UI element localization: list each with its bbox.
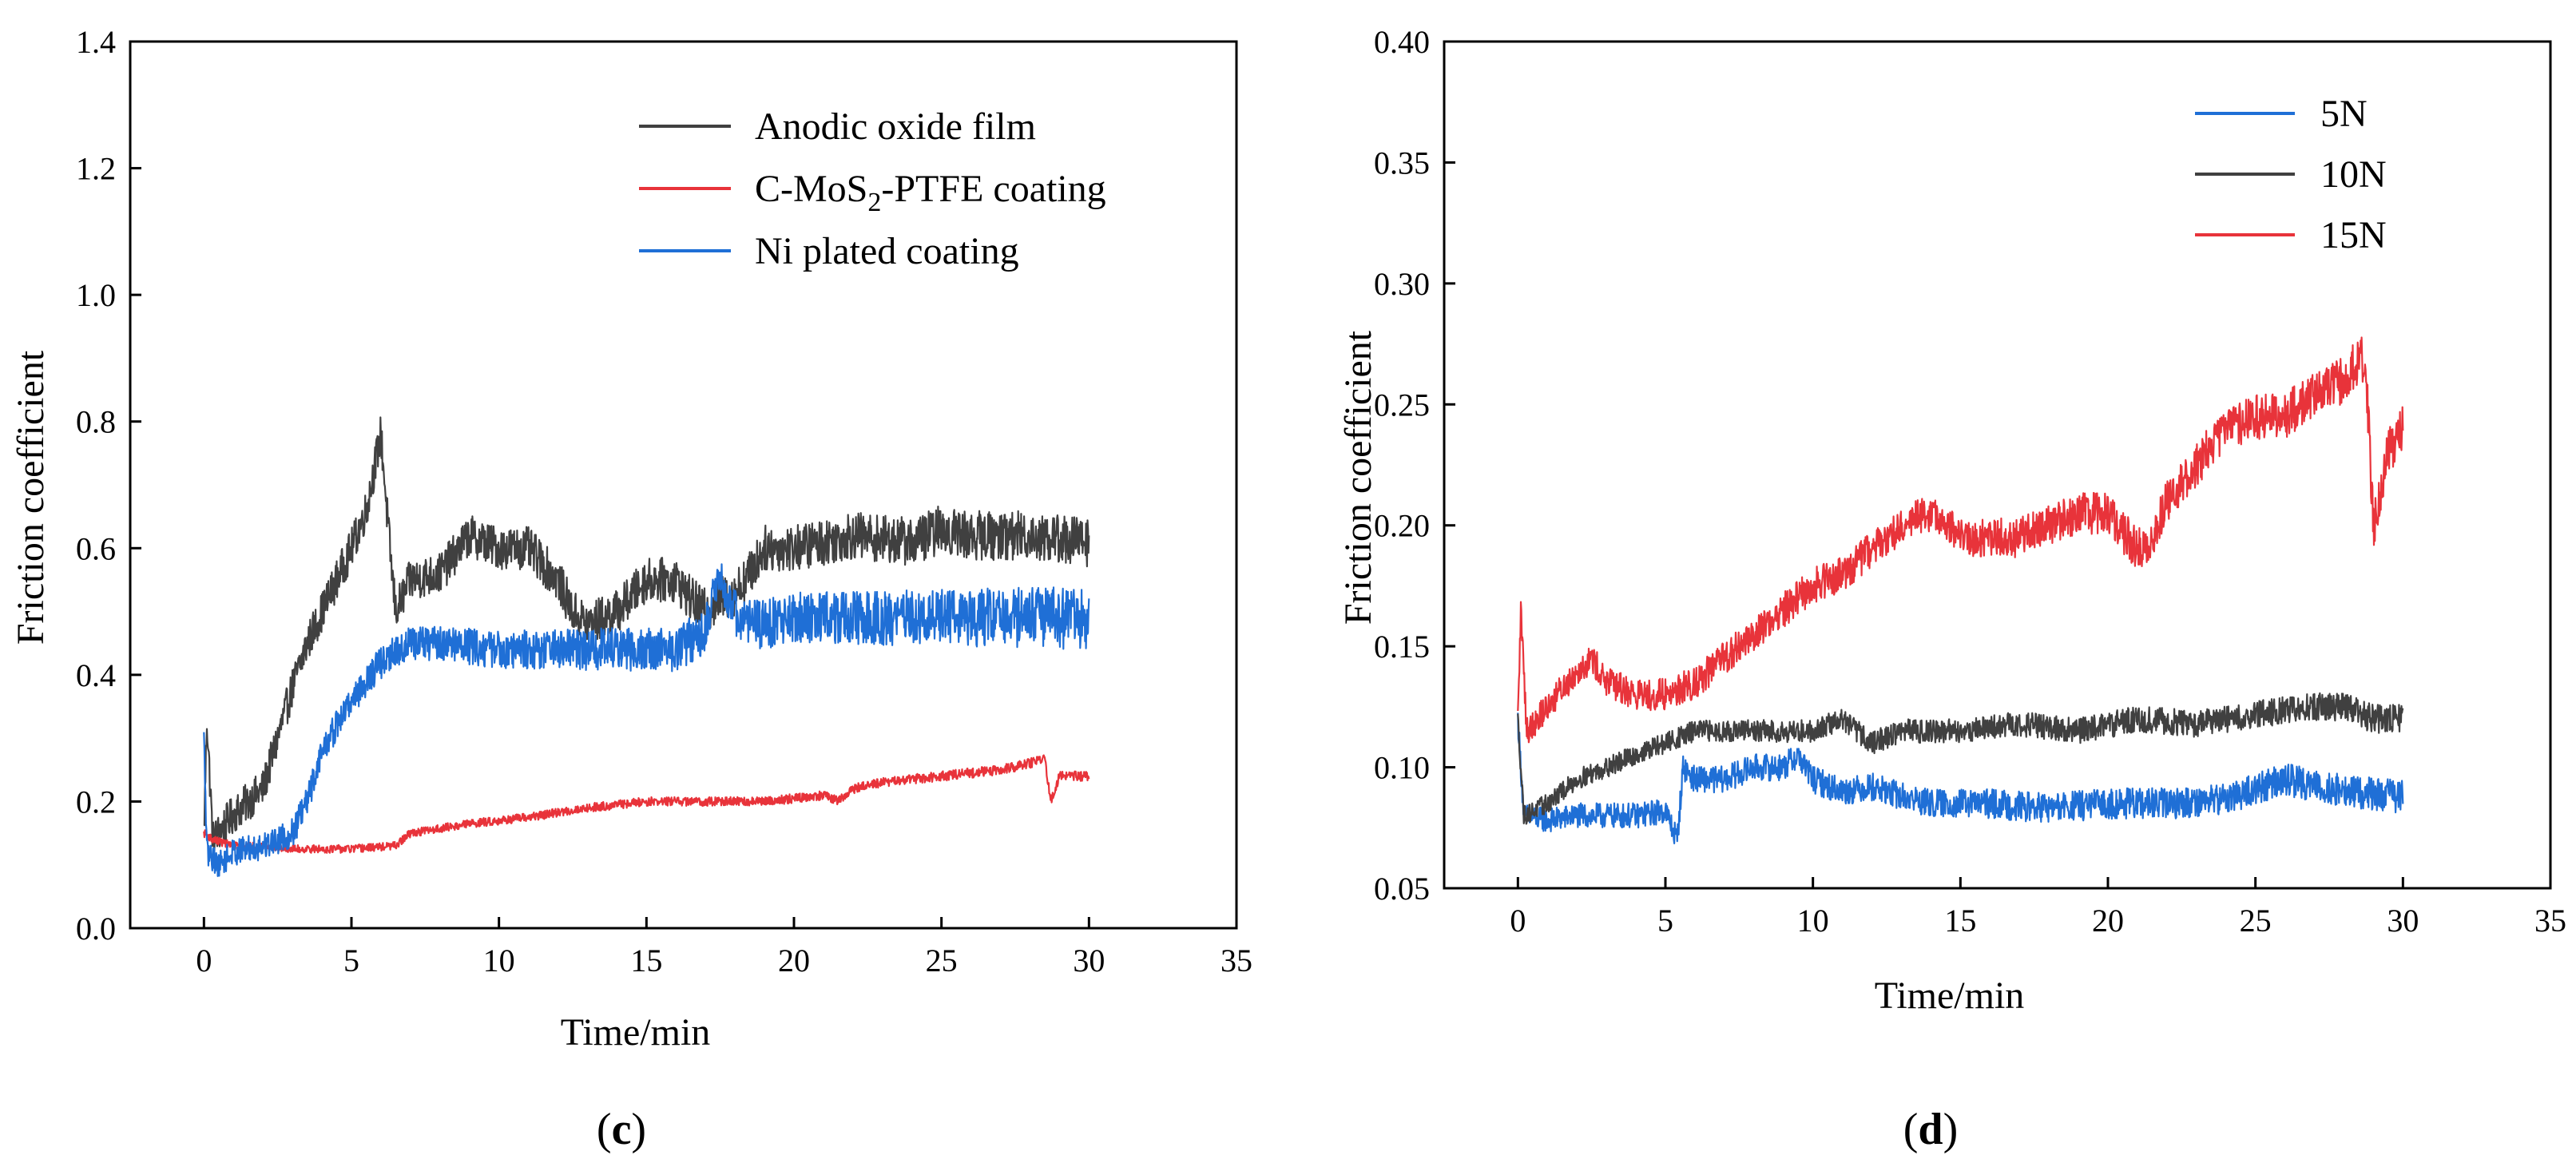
x-tick-label-d-35: 35 [2534,903,2566,939]
x-tick-label-c-0: 0 [196,943,212,978]
y-tick-label-d-3: 0.20 [1374,508,1430,544]
plot-frame-c [129,40,1238,930]
x-tick-label-d-20: 20 [2092,903,2124,939]
x-tick-label-d-15: 15 [1944,903,1976,939]
x-tick-label-d-30: 30 [2387,903,2419,939]
x-tick-label-c-15: 15 [630,943,662,978]
y-tick-label-d-0: 0.05 [1374,871,1430,907]
y-tick-label-d-4: 0.25 [1374,387,1430,423]
y-tick-label-c-7: 1.4 [76,24,116,60]
y-tick-label-c-6: 1.2 [76,151,116,187]
legend-d: 5N 10N 15N [2195,93,2387,256]
y-tick-label-c-1: 0.2 [76,784,116,820]
legend-label-d-0: 5N [2320,93,2368,135]
y-tick-label-c-5: 1.0 [76,277,116,313]
series-line-d-15n [1517,336,2404,744]
y-tick-label-c-2: 0.4 [76,657,116,693]
y-tick-label-d-2: 0.15 [1374,629,1430,665]
legend-label-c-2: Ni plated coating [755,230,1019,272]
x-tick-label-c-25: 25 [926,943,958,978]
series-group-d [1517,336,2404,844]
x-tick-label-c-35: 35 [1221,943,1252,978]
y-tick-label-d-5: 0.30 [1374,266,1430,302]
panel-label-c: (c) [597,1105,646,1154]
legend-label-d-1: 10N [2320,153,2387,196]
x-axis-title-d: Time/min [1875,974,2025,1017]
y-axis-title-d: Friction coefficient [1337,330,1379,625]
plot-frame-d [1443,40,2552,890]
x-tick-label-d-5: 5 [1657,903,1673,939]
y-tick-label-c-4: 0.8 [76,404,116,440]
y-tick-label-d-1: 0.10 [1374,750,1430,786]
legend-label-c-1: C-MoS2-PTFE coating [755,168,1106,217]
x-tick-label-d-10: 10 [1797,903,1829,939]
y-axis-title-c: Friction coefficient [10,350,52,645]
legend-c: Anodic oxide film C-MoS2-PTFE coating Ni p… [639,105,1106,272]
y-tick-label-d-6: 0.35 [1374,145,1430,181]
x-tick-label-d-0: 0 [1510,903,1526,939]
series-line-d-10n [1517,692,2404,825]
x-tick-label-c-30: 30 [1073,943,1105,978]
series-line-c-c-mos2-ptfe-coating [203,754,1090,854]
x-tick-label-c-10: 10 [483,943,515,978]
panel-label-d: (d) [1903,1105,1958,1154]
chart-d: 0 5 10 15 20 25 30 35 0.05 0.10 0.15 0.20 0.25 0.30 0.… [1337,24,2566,1154]
x-tick-label-c-20: 20 [778,943,810,978]
x-tick-label-d-25: 25 [2240,903,2272,939]
y-tick-label-d-7: 0.40 [1374,24,1430,60]
series-line-c-ni-plated-coating [203,563,1090,877]
x-axis-title-c: Time/min [561,1011,711,1054]
series-line-c-anodic-oxide-film [203,416,1090,855]
legend-label-c-0: Anodic oxide film [755,105,1036,148]
y-tick-label-c-0: 0.0 [76,911,116,947]
x-tick-label-c-5: 5 [343,943,359,978]
series-group-c [203,416,1090,877]
series-line-d-5n [1517,713,2404,844]
chart-c: 0 5 10 15 20 25 30 35 0.0 0.2 0.4 0.6 0.8 1.0 1.2 1.4 Ti… [10,24,1252,1154]
legend-label-d-2: 15N [2320,214,2387,256]
y-tick-label-c-3: 0.6 [76,530,116,566]
